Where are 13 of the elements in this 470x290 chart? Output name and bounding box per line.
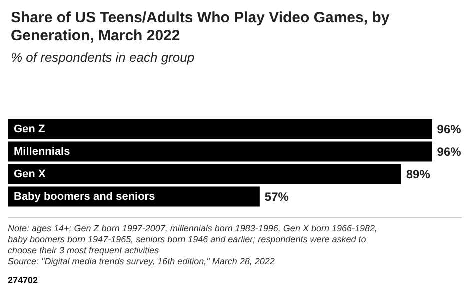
text: Note: ages 14+; Gen Z born 1997-2007, millennials born 1983-1996, Gen X born 1966-1982, baby boomers born 1947-1965, seniors born 1946 and earlier; respondents were asked to choose their 3 most frequent activities xyxy=(8,224,380,256)
y-tick-label: Millennials xyxy=(14,146,70,158)
source-note: Source: "Digital media trends survey, 16th edition," March 28, 2022 xyxy=(8,256,275,266)
y-tick-label: Baby boomers and seniors xyxy=(14,190,156,203)
data-label: 96% xyxy=(437,144,462,159)
data-label: 89% xyxy=(406,167,431,182)
y-tick-label: Gen Z xyxy=(14,123,46,136)
text: 274702 xyxy=(8,276,38,286)
chart-subtitle: % of respondents in each group xyxy=(11,50,195,65)
data-label: 57% xyxy=(264,190,290,204)
data-label: 96% xyxy=(437,122,462,136)
chart-title: Share of US Teens/Adults Who Play Video Games, by Generation, March 2022 xyxy=(11,10,394,44)
y-tick-label: Gen X xyxy=(14,168,46,180)
